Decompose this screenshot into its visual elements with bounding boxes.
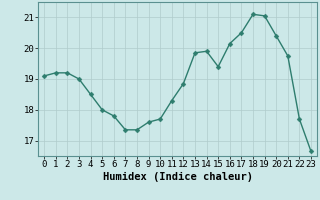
X-axis label: Humidex (Indice chaleur): Humidex (Indice chaleur)	[103, 172, 252, 182]
